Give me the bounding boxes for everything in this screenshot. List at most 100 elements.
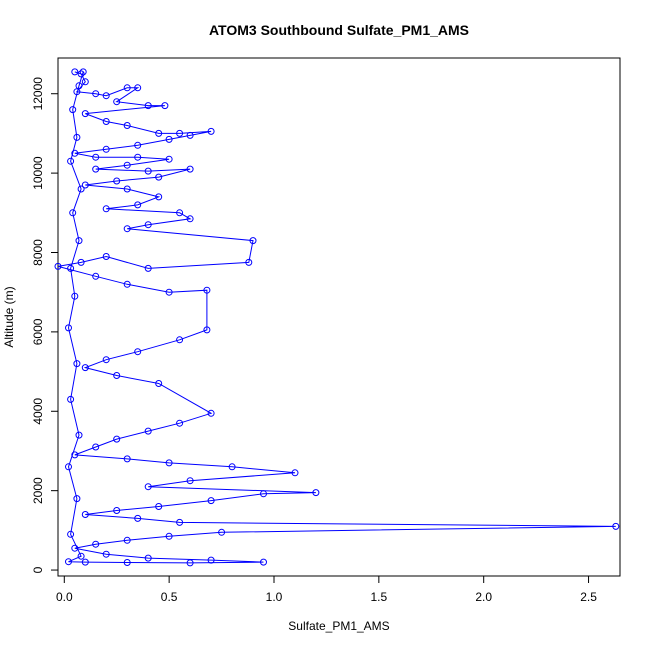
data-point [144,427,152,435]
plot-frame [57,57,621,577]
data-point [123,225,131,233]
data-point [155,129,163,137]
y-tick-label: 8000 [31,239,45,266]
data-point [81,511,89,518]
x-tick-label: 1.0 [266,590,283,604]
data-point [144,167,152,175]
data-point [67,157,75,165]
data-point [245,258,253,266]
data-point [144,554,152,562]
data-point [77,258,85,266]
data-point [176,209,184,217]
plot-area [54,68,620,567]
data-point [92,443,100,451]
data-point [123,161,131,169]
data-point [134,84,142,92]
data-point [186,131,194,139]
data-point [155,380,163,387]
data-point [113,372,121,379]
x-axis: 0.0 0.5 1.0 1.5 2.0 2.5 [56,576,597,604]
data-point [75,237,83,245]
y-axis: 0 2000 4000 6000 8000 10000 12000 [31,77,58,573]
data-point [65,324,72,332]
data-point [71,451,79,459]
x-tick-label: 0.0 [56,590,73,604]
x-tick-label: 2.5 [580,590,597,604]
data-point [176,518,184,526]
data-point [77,185,85,193]
data-point [79,68,87,76]
data-point [291,469,299,477]
data-point [77,70,85,78]
data-point [81,78,89,86]
data-point [67,395,75,403]
data-point [123,280,131,288]
data-point [102,145,110,153]
data-point [69,209,77,217]
data-point [92,540,100,548]
data-point [81,110,89,118]
x-tick-label: 2.0 [475,590,492,604]
data-point [161,102,169,110]
data-point [155,193,163,201]
data-point [165,459,173,467]
data-point [54,262,62,270]
data-point [73,360,81,368]
data-point [71,68,79,76]
data-point [73,88,81,96]
data-point [123,536,131,544]
data-point [71,544,79,552]
data-point [260,558,267,566]
data-point [69,106,77,114]
data-point [73,133,81,141]
data-point [165,288,173,296]
data-point [102,550,110,558]
data-point [92,90,100,98]
data-point [176,336,184,344]
data-point [155,173,163,181]
data-point [102,118,110,125]
data-point [75,82,83,90]
data-point [113,507,121,514]
y-tick-label: 4000 [31,398,45,425]
data-point [176,129,184,137]
data-point [134,141,142,149]
data-point [144,264,152,272]
data-point [186,165,194,173]
data-point [65,558,72,566]
data-point [73,495,81,503]
data-point [165,532,173,540]
y-tick-label: 0 [31,566,45,573]
data-point [165,135,173,143]
data-point [186,477,194,485]
data-point [186,559,194,567]
y-tick-label: 10000 [31,156,45,190]
data-point [144,102,152,110]
data-point [113,98,121,106]
data-point [134,514,142,522]
data-point [134,201,142,209]
data-point [612,522,620,530]
data-point [123,455,131,463]
data-point [249,237,257,245]
data-point [165,155,173,163]
data-point [134,348,142,356]
data-point [144,483,152,491]
chart-title: ATOM3 Southbound Sulfate_PM1_AMS [209,22,469,38]
data-point [71,149,79,157]
data-point [92,153,100,161]
data-point [67,530,75,538]
data-point [71,292,79,300]
x-tick-label: 0.5 [161,590,178,604]
data-point [102,253,110,260]
data-point [218,528,226,536]
data-point [81,364,89,372]
y-tick-label: 2000 [31,477,45,504]
data-point [176,419,184,427]
y-axis-label: Altitude (m) [2,286,16,347]
data-point [207,127,215,135]
data-point [123,559,131,566]
data-point [207,556,215,564]
data-point [75,431,83,439]
